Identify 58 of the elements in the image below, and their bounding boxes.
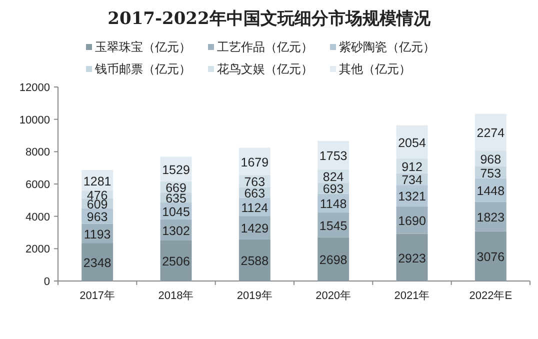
data-label: 2698 (319, 253, 348, 268)
data-label: 2923 (398, 251, 426, 266)
data-label: 1429 (240, 222, 269, 236)
chart-title: 2017-2022年中国文玩细分市场规模情况 (108, 9, 432, 29)
data-label: 1823 (476, 210, 505, 225)
data-label: 2588 (240, 254, 269, 268)
y-tick-label: 12000 (19, 82, 50, 94)
data-label: 912 (402, 160, 422, 174)
x-tick-label: 2021年 (394, 290, 430, 302)
x-tick-label: 2020年 (316, 290, 352, 302)
data-label: 734 (402, 173, 422, 188)
data-label: 1529 (162, 163, 190, 178)
data-label: 2274 (476, 126, 505, 140)
data-label: 1193 (84, 227, 111, 242)
y-tick-label: 10000 (19, 114, 50, 126)
data-label: 753 (480, 166, 502, 180)
data-label: 2054 (398, 136, 426, 150)
bar (396, 234, 428, 281)
data-label: 1302 (162, 224, 190, 238)
y-tick-label: 8000 (26, 146, 50, 159)
y-tick-label: 6000 (26, 179, 50, 191)
data-label: 1321 (398, 190, 426, 204)
bar (474, 114, 506, 151)
data-label: 1045 (162, 204, 190, 219)
data-label: 1281 (83, 174, 112, 188)
data-label: 3076 (476, 250, 505, 264)
data-label: 968 (480, 152, 502, 166)
data-label: 2506 (162, 254, 190, 269)
legend-label: 紫砂陶瓷（亿元） (339, 40, 435, 54)
bar (238, 239, 270, 281)
bar (318, 237, 350, 281)
x-tick-label: 2018年 (158, 290, 194, 302)
legend-label: 其他（亿元） (339, 62, 411, 76)
legend-label: 工艺作品（亿元） (217, 40, 313, 54)
data-label: 1753 (319, 149, 348, 164)
data-label: 1148 (320, 197, 347, 212)
x-tick-label: 2017年 (80, 290, 116, 302)
data-label: 1679 (240, 155, 269, 170)
x-tick-label: 2019年 (236, 290, 272, 302)
y-tick-label: 0 (44, 276, 50, 288)
legend-label: 玉翠珠宝（亿元） (95, 40, 191, 54)
data-label: 1545 (319, 218, 348, 233)
data-label: 1124 (241, 200, 268, 215)
bar (82, 243, 114, 281)
data-label: 1448 (476, 184, 505, 198)
bar (474, 231, 506, 281)
y-tick-label: 4000 (26, 211, 50, 224)
x-tick-label: 2022年E (469, 290, 512, 302)
data-label: 663 (244, 186, 266, 201)
y-tick-label: 2000 (26, 244, 50, 256)
data-label: 1690 (398, 214, 426, 228)
data-label: 693 (322, 182, 344, 196)
data-label: 824 (322, 170, 344, 184)
legend-label: 钱币邮票（亿元） (94, 62, 191, 76)
data-label: 2348 (83, 256, 112, 270)
legend-label: 花鸟文娱（亿元） (217, 62, 313, 76)
data-label: 763 (244, 175, 266, 189)
data-label: 963 (86, 210, 108, 224)
